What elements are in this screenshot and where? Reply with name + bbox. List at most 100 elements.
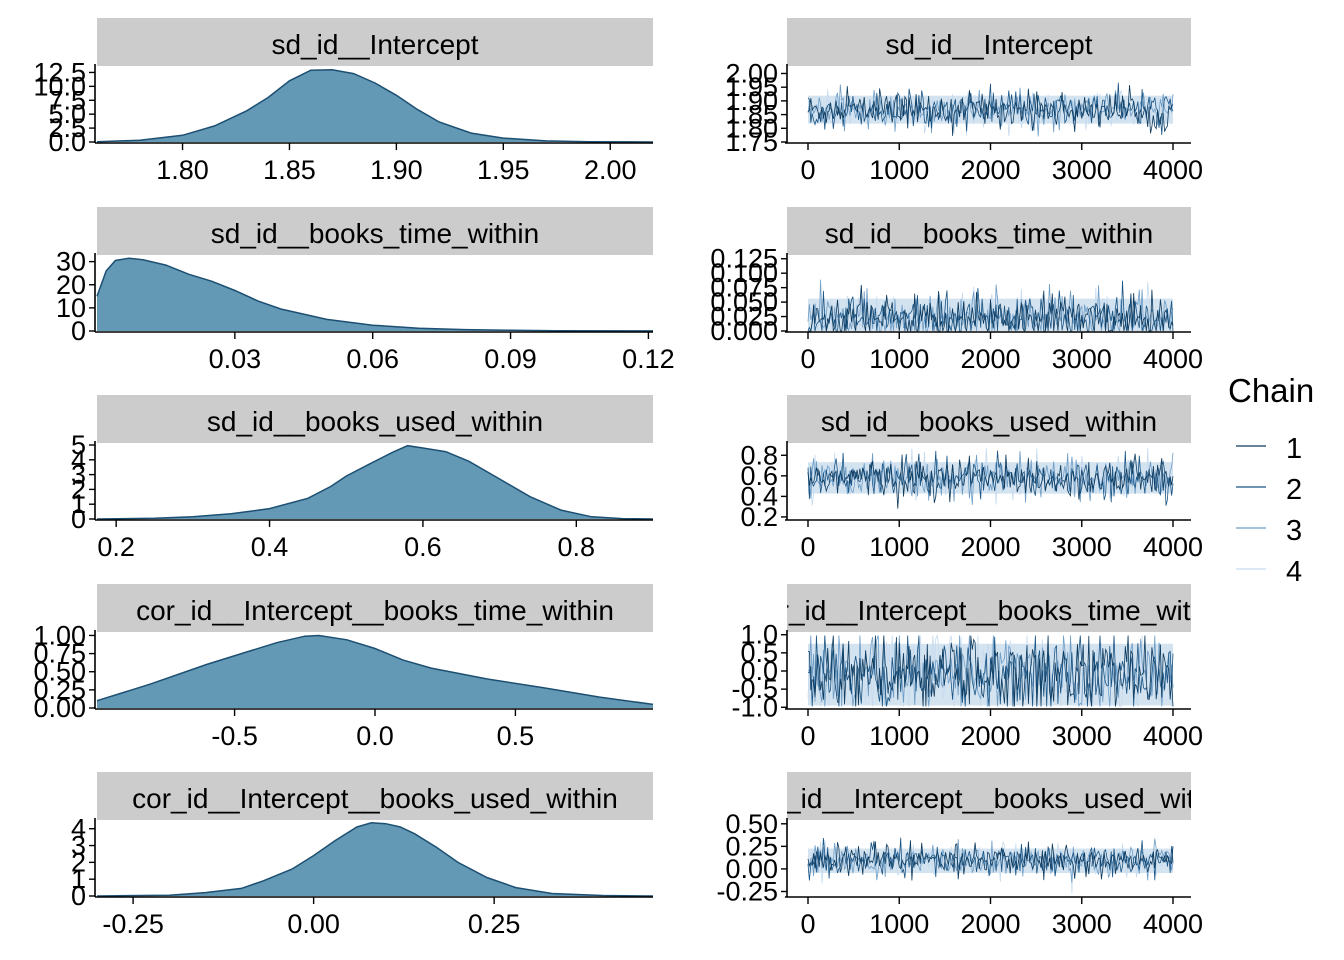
y-tick-label: -1.0 <box>731 692 778 722</box>
chain-2-trace <box>807 280 1174 333</box>
trace-panel: sd_id__books_used_within 0 1000 2000 3000 400… <box>740 395 1203 562</box>
density-panel: cor_id__Intercept__books_used_within -0.2… <box>71 772 654 939</box>
x-tick-label: 1.80 <box>156 155 209 185</box>
y-tick-label: 12.5 <box>33 57 86 87</box>
y-tick-label: 1.0 <box>740 620 778 650</box>
panel-title: sd_id__Intercept <box>271 29 478 60</box>
y-tick-label: 30 <box>56 247 86 277</box>
panel-title: cor_id__Intercept__books_time_within <box>136 595 614 626</box>
chain-3-trace <box>807 635 1174 708</box>
y-tick-label: 0.2 <box>740 502 778 532</box>
x-tick-label: 2000 <box>960 909 1020 939</box>
density-area <box>97 635 653 708</box>
y-tick-label: 0.000 <box>710 316 778 346</box>
y-tick-label: 0.25 <box>725 831 778 861</box>
trace-panel: cor_id__Intercept__books_used_within 0 100… <box>716 772 1232 939</box>
x-tick-label: 0.6 <box>404 532 442 562</box>
density-panel: sd_id__books_used_within 0.2 0.4 0.6 0.8 0123… <box>71 395 654 562</box>
x-tick-label: 0 <box>800 909 815 939</box>
y-tick-label: 1.95 <box>725 72 778 102</box>
x-tick-label: 0.0 <box>356 721 394 751</box>
panel-strip <box>97 395 653 443</box>
y-tick-label: 0 <box>71 316 86 346</box>
y-tick-label: 2.00 <box>725 58 778 88</box>
y-tick-label: 0.50 <box>33 657 86 687</box>
panel-strip <box>97 772 653 820</box>
density-area <box>97 69 653 142</box>
y-tick-label: 0.8 <box>740 440 778 470</box>
y-tick-label: -0.25 <box>716 876 778 906</box>
density-panel: sd_id__Intercept 1.80 1.85 1.90 1.95 2.00 0.02… <box>33 18 654 185</box>
x-tick-label: 1000 <box>869 155 929 185</box>
x-tick-label: 0.8 <box>558 532 596 562</box>
density-area <box>97 822 653 896</box>
panel-title: cor_id__Intercept__books_used_within <box>746 783 1232 814</box>
x-tick-label: -0.25 <box>102 909 164 939</box>
y-tick-label: 1.00 <box>33 620 86 650</box>
x-tick-label: 0.12 <box>622 344 675 374</box>
density-line <box>96 68 654 143</box>
y-tick-label: 3 <box>71 831 86 861</box>
panel-title: cor_id__Intercept__books_time_within <box>750 595 1228 626</box>
y-tick-label: 0 <box>71 504 86 534</box>
y-tick-label: 2.5 <box>48 113 86 143</box>
y-tick-label: 1.80 <box>725 113 778 143</box>
y-tick-label: 7.5 <box>48 85 86 115</box>
y-tick-label: 0.00 <box>725 854 778 884</box>
x-tick-label: 2000 <box>960 721 1020 751</box>
density-line <box>96 257 654 332</box>
y-tick-label: 10.0 <box>33 71 86 101</box>
chain-2-trace <box>807 635 1174 707</box>
x-tick-label: 3000 <box>1052 909 1112 939</box>
x-tick-label: 3000 <box>1052 344 1112 374</box>
y-tick-label: 1.90 <box>725 86 778 116</box>
y-tick-label: 0.5 <box>740 638 778 668</box>
y-tick-label: 5 <box>71 430 86 460</box>
panel-strip <box>97 18 653 66</box>
panel-strip <box>787 395 1191 443</box>
y-tick-label: 0.4 <box>740 481 778 511</box>
x-tick-label: 0.25 <box>468 909 521 939</box>
legend-title: Chain <box>1228 372 1314 409</box>
legend-label: 2 <box>1286 474 1302 506</box>
legend-label: 4 <box>1286 556 1302 588</box>
x-tick-label: 0.4 <box>251 532 289 562</box>
x-tick-label: 1.90 <box>370 155 423 185</box>
panel-strip <box>97 207 653 255</box>
x-tick-label: 0 <box>800 532 815 562</box>
x-tick-label: 1.85 <box>263 155 316 185</box>
y-tick-label: 2 <box>71 474 86 504</box>
density-line <box>96 634 654 706</box>
panel-title: sd_id__books_used_within <box>207 406 543 437</box>
x-tick-label: 1000 <box>869 909 929 939</box>
y-tick-label: 1 <box>71 864 86 894</box>
chain-1-trace <box>807 84 1174 136</box>
chain-3-trace <box>807 84 1174 137</box>
legend-label: 3 <box>1286 515 1302 547</box>
x-tick-label: 4000 <box>1143 532 1203 562</box>
y-tick-label: 0.075 <box>710 273 778 303</box>
y-tick-label: 4 <box>71 814 86 844</box>
density-area <box>97 258 653 331</box>
panel-title: sd_id__books_time_within <box>211 218 539 249</box>
density-line <box>96 444 654 520</box>
y-tick-label: 0.100 <box>710 258 778 288</box>
chain-1-trace <box>807 453 1174 509</box>
x-tick-label: 2.00 <box>584 155 637 185</box>
y-tick-label: 10 <box>56 293 86 323</box>
y-tick-label: 1.75 <box>725 127 778 157</box>
chain-1-trace <box>807 840 1174 881</box>
x-tick-label: 2000 <box>960 155 1020 185</box>
x-tick-label: 0.06 <box>346 344 399 374</box>
density-panel: sd_id__books_time_within 0.03 0.06 0.09 0.12… <box>56 207 675 374</box>
y-tick-label: 0.0 <box>48 127 86 157</box>
panel-title: sd_id__books_used_within <box>821 406 1157 437</box>
x-tick-label: 2000 <box>960 532 1020 562</box>
x-tick-label: 3000 <box>1052 721 1112 751</box>
y-tick-label: 0.50 <box>725 809 778 839</box>
y-tick-label: 0 <box>71 881 86 911</box>
legend: Chain 1 2 3 4 <box>1228 372 1314 588</box>
y-tick-label: 1.85 <box>725 100 778 130</box>
trace-panel: sd_id__Intercept 0 1000 2000 3000 4000 1.751.8… <box>725 18 1203 185</box>
